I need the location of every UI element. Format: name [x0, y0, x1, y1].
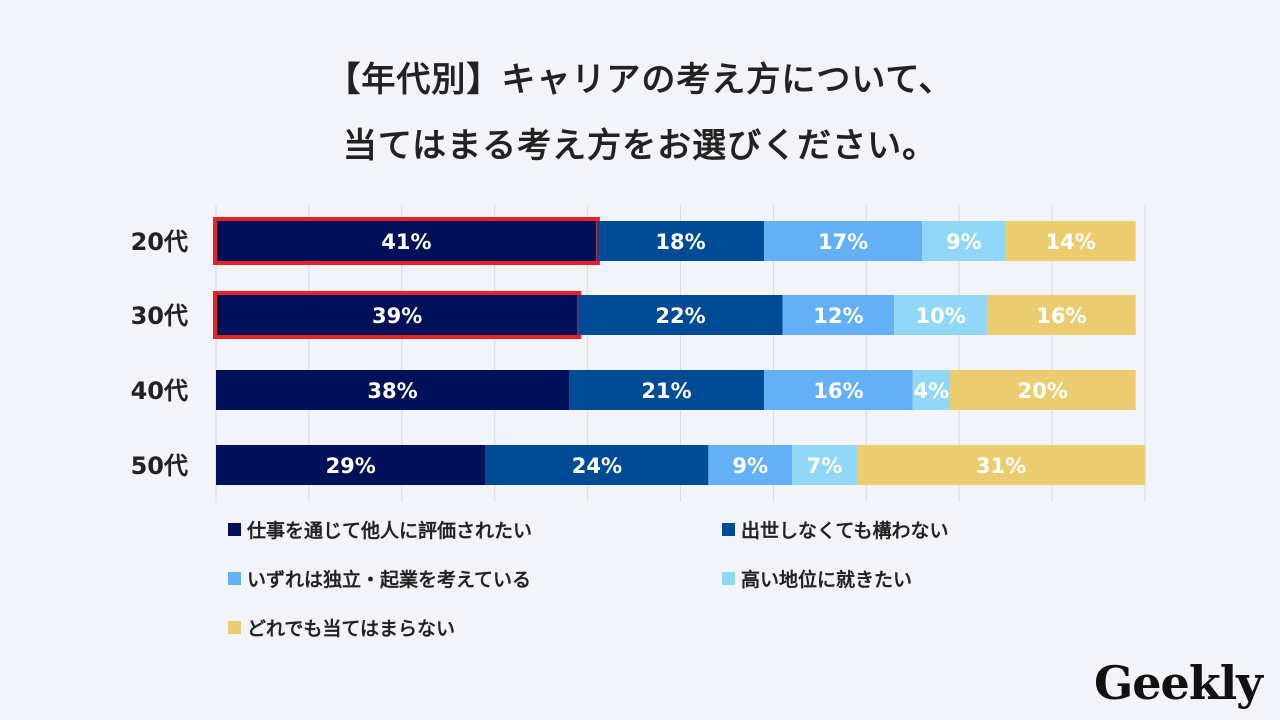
bar-segment	[708, 445, 792, 485]
category-label: 20代	[131, 228, 188, 256]
legend-label: 出世しなくても構わない	[741, 520, 949, 542]
legend-item: いずれは独立・起業を考えている	[228, 565, 531, 592]
data-label: 9%	[732, 454, 768, 478]
data-label: 10%	[915, 304, 965, 328]
chart-title-line1: 【年代別】キャリアの考え方について、	[326, 60, 954, 100]
data-label: 14%	[1046, 230, 1096, 254]
legend-item: どれでも当てはまらない	[228, 614, 455, 641]
legend-item: 出世しなくても構わない	[722, 516, 948, 543]
data-label: 41%	[381, 230, 431, 254]
data-label: 38%	[367, 379, 417, 403]
bar-segment	[782, 295, 895, 335]
data-label: 17%	[818, 230, 868, 254]
legend-label: いずれは独立・起業を考えている	[247, 569, 532, 591]
bar-segment	[764, 370, 913, 410]
legend-swatch	[722, 523, 735, 536]
data-label: 22%	[655, 304, 705, 328]
bar-segment	[987, 295, 1136, 335]
data-label: 7%	[807, 454, 843, 478]
bar-segment	[216, 370, 570, 410]
legend-item: 仕事を通じて他人に評価されたい	[228, 516, 532, 543]
data-label: 16%	[813, 379, 863, 403]
bar-segment	[569, 370, 765, 410]
bar-segment	[949, 370, 1136, 410]
category-label: 50代	[131, 452, 188, 480]
data-label: 21%	[641, 379, 691, 403]
bar-segment	[578, 295, 783, 335]
bar-segment	[216, 295, 579, 335]
bar-segment	[791, 445, 858, 485]
category-label: 40代	[131, 377, 188, 405]
data-label: 16%	[1036, 304, 1086, 328]
chart-title-line2: 当てはまる考え方をお選びください。	[342, 126, 938, 166]
bar-segment	[894, 295, 988, 335]
data-label: 29%	[326, 454, 376, 478]
bar-segment	[1005, 221, 1136, 261]
data-label: 39%	[372, 304, 422, 328]
bar-segment	[764, 221, 923, 261]
data-label: 20%	[1018, 379, 1068, 403]
data-label: 31%	[976, 454, 1026, 478]
data-label: 12%	[813, 304, 863, 328]
bar-segment	[922, 221, 1006, 261]
data-label: 9%	[946, 230, 982, 254]
category-label: 30代	[131, 302, 188, 330]
bar-segment	[857, 445, 1145, 485]
geekly-logo: Geekly	[1094, 656, 1263, 710]
bar-segment	[216, 221, 597, 261]
data-label: 4%	[914, 379, 950, 403]
legend-swatch	[228, 572, 241, 585]
legend-swatch	[228, 621, 241, 634]
data-label: 18%	[655, 230, 705, 254]
bar-segment	[216, 445, 486, 485]
legend-item: 高い地位に就きたい	[722, 565, 912, 592]
bar-segment	[596, 221, 765, 261]
bar-segment	[912, 370, 950, 410]
legend-swatch	[228, 523, 241, 536]
legend-label: 仕事を通じて他人に評価されたい	[247, 520, 533, 542]
data-label: 24%	[572, 454, 622, 478]
legend-swatch	[722, 572, 735, 585]
legend-label: 高い地位に就きたい	[741, 569, 913, 591]
bar-segment	[485, 445, 709, 485]
legend-label: どれでも当てはまらない	[247, 618, 456, 640]
